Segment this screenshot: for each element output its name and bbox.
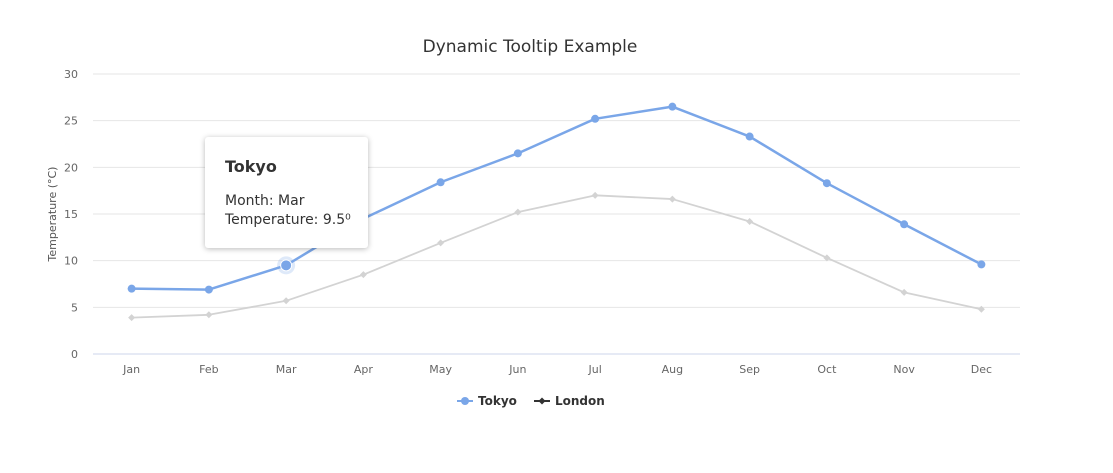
data-point-london[interactable] [668,195,676,203]
data-point-london[interactable] [900,288,908,296]
x-tick-label: Mar [276,363,297,376]
data-point-london[interactable] [205,311,213,319]
x-tick-label: Jul [587,363,601,376]
data-point-tokyo[interactable] [513,149,522,158]
data-point-tokyo[interactable] [204,285,213,294]
legend-item-tokyo[interactable]: Tokyo [457,394,517,408]
x-tick-label: Aug [662,363,683,376]
data-point-london[interactable] [746,217,754,225]
data-point-tokyo[interactable] [668,102,677,111]
data-point-tokyo[interactable] [745,132,754,141]
data-point-tokyo[interactable] [280,259,293,272]
legend-label: London [555,394,605,408]
y-axis-label: Temperature (°C) [46,167,59,263]
series-line-london [131,194,982,319]
data-point-london[interactable] [437,239,445,247]
x-tick-label: Nov [893,363,915,376]
tooltip: Tokyo Month: Mar Temperature: 9.5⁰ [205,137,368,248]
data-point-london[interactable] [977,305,985,313]
x-tick-label: Feb [199,363,218,376]
y-tick-label: 15 [64,208,78,221]
series-london[interactable] [128,191,985,322]
y-tick-label: 20 [64,161,78,174]
series-line-tokyo [131,105,982,291]
x-tick-label: Jan [122,363,140,376]
y-axis-ticks: 0 5 10 15 20 25 30 [64,68,78,361]
data-point-tokyo[interactable] [977,260,986,269]
legend[interactable]: Tokyo London [457,394,605,408]
data-point-london[interactable] [128,314,136,322]
x-tick-label: Dec [971,363,992,376]
x-tick-label: Sep [739,363,760,376]
y-tick-label: 10 [64,255,78,268]
y-tick-label: 25 [64,115,78,128]
x-tick-label: Oct [817,363,837,376]
chart-title: Dynamic Tooltip Example [423,37,638,57]
legend-label: Tokyo [478,394,517,408]
data-point-london[interactable] [591,191,599,199]
data-point-tokyo[interactable] [127,284,136,293]
tooltip-month: Month: Mar [225,193,305,209]
data-point-london[interactable] [823,254,831,262]
legend-marker [538,397,546,405]
legend-marker [461,397,469,405]
data-point-tokyo[interactable] [436,178,445,187]
data-point-tokyo[interactable] [822,179,831,188]
legend-item-london[interactable]: London [534,394,605,408]
data-point-tokyo[interactable] [900,220,909,229]
y-tick-label: 30 [64,68,78,81]
y-tick-label: 5 [71,301,78,314]
tooltip-title: Tokyo [225,157,277,176]
tooltip-temperature: Temperature: 9.5⁰ [225,212,351,228]
x-tick-label: Jun [508,363,526,376]
x-axis-ticks: Jan Feb Mar Apr May Jun Jul Aug Sep Oct Nov Dec [122,363,992,376]
y-tick-label: 0 [71,348,78,361]
x-tick-label: Apr [354,363,374,376]
data-point-tokyo[interactable] [591,114,600,123]
data-point-london[interactable] [282,297,290,305]
x-tick-label: May [429,363,452,376]
data-point-london[interactable] [514,208,522,216]
data-point-london[interactable] [359,271,367,279]
